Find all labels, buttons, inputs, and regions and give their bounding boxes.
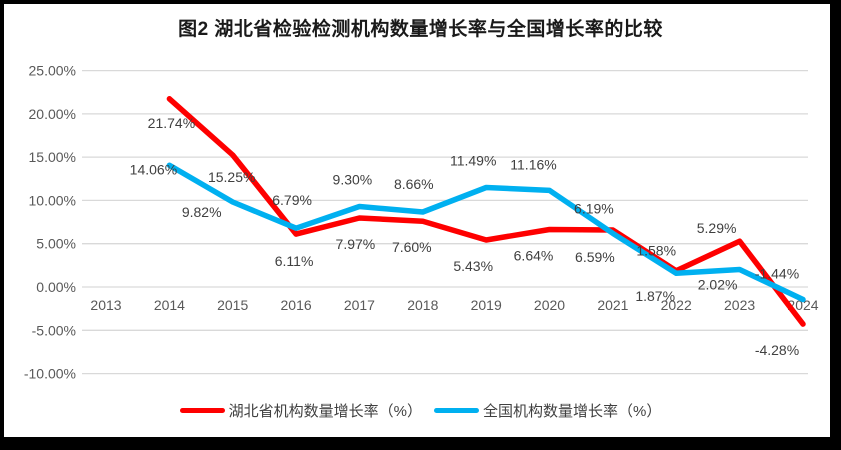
data-label-hubei: 1.87% [635,288,675,304]
data-label-hubei: 15.25% [208,169,255,185]
legend-item-hubei: 湖北省机构数量增长率（%） [179,400,422,421]
data-label-national: 6.79% [272,192,312,208]
y-tick-label: 25.00% [29,63,76,79]
series-line-hubei [166,96,806,327]
data-label-national: 6.19% [574,200,614,216]
x-tick-label: 2020 [534,297,565,313]
legend-swatch-national-line [434,408,479,413]
chart-title: 图2 湖北省检验检测机构数量增长率与全国增长率的比较 [178,19,663,40]
y-tick-label: -10.00% [24,366,76,382]
data-label-national: -1.44% [755,266,799,282]
data-label-national: 11.16% [510,156,556,172]
y-tick-label: -5.00% [32,322,76,338]
y-tick-label: 15.00% [29,149,76,165]
data-label-hubei: 6.11% [275,253,314,269]
data-label-hubei: 7.97% [336,236,376,252]
legend-item-national: 全国机构数量增长率（%） [434,400,661,421]
legend-label-national: 全国机构数量增长率（%） [483,403,662,420]
data-label-hubei: 6.64% [514,248,554,264]
data-label-national: 1.58% [636,242,676,258]
data-label-hubei: -4.28% [755,342,799,358]
x-tick-label: 2013 [90,297,121,313]
data-label-hubei: 21.74% [148,115,195,131]
y-tick-label: 5.00% [36,236,76,252]
data-label-national: 8.66% [394,176,434,192]
legend-label-hubei: 湖北省机构数量增长率（%） [228,403,422,420]
data-label-national: 11.49% [450,153,496,169]
data-label-hubei: 6.59% [575,249,615,265]
data-label-hubei: 7.60% [392,239,432,255]
x-tick-label: 2015 [217,297,248,313]
data-label-national: 14.06% [130,161,177,177]
x-tick-label: 2014 [154,297,185,313]
series-line-national [166,162,806,303]
y-tick-label: 10.00% [29,192,76,208]
data-label-national: 9.82% [182,204,222,220]
x-tick-label: 2018 [407,297,438,313]
data-label-national: 2.02% [698,277,738,293]
x-tick-label: 2023 [724,297,755,313]
y-tick-label: 0.00% [36,279,76,295]
x-tick-label: 2021 [597,297,628,313]
legend: 湖北省机构数量增长率（%） 全国机构数量增长率（%） [0,400,841,421]
legend-swatch-hubei-line [179,408,225,413]
x-tick-label: 2019 [471,297,502,313]
y-tick-label: 20.00% [29,106,76,122]
data-label-national: 9.30% [333,172,373,188]
data-label-hubei: 5.29% [697,220,737,236]
x-tick-label: 2024 [787,297,818,313]
data-label-hubei: 5.43% [453,258,493,274]
x-tick-label: 2016 [281,297,312,313]
x-tick-label: 2022 [661,297,692,313]
x-tick-label: 2017 [344,297,375,313]
